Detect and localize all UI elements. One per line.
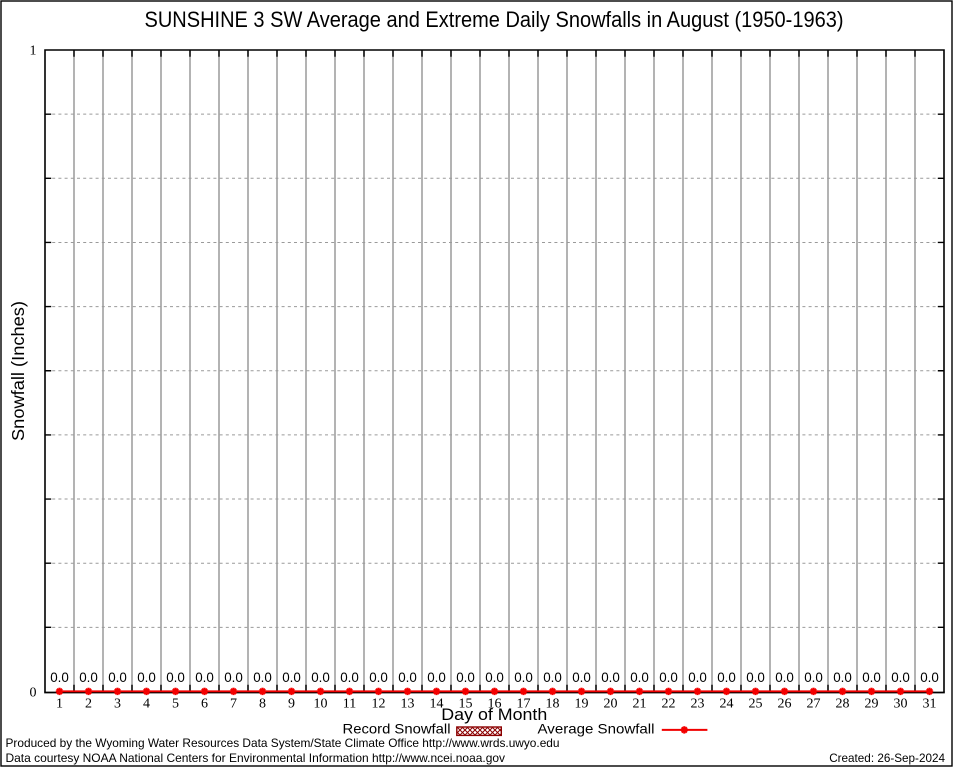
svg-text:0.0: 0.0	[630, 669, 649, 685]
svg-text:0.0: 0.0	[195, 669, 214, 685]
svg-text:0.0: 0.0	[601, 669, 620, 685]
svg-text:12: 12	[372, 697, 386, 712]
svg-text:0.0: 0.0	[427, 669, 446, 685]
svg-text:9: 9	[288, 697, 295, 712]
svg-text:22: 22	[662, 697, 676, 712]
svg-text:23: 23	[691, 697, 705, 712]
svg-text:Record Snowfall: Record Snowfall	[343, 721, 451, 737]
svg-text:0.0: 0.0	[311, 669, 330, 685]
svg-text:Data courtesy NOAA National Ce: Data courtesy NOAA National Centers for …	[6, 751, 506, 765]
svg-text:10: 10	[314, 697, 328, 712]
svg-text:Average Snowfall: Average Snowfall	[538, 721, 655, 737]
svg-text:0.0: 0.0	[137, 669, 156, 685]
svg-text:0.0: 0.0	[340, 669, 359, 685]
svg-text:0.0: 0.0	[253, 669, 272, 685]
svg-text:0.0: 0.0	[369, 669, 388, 685]
svg-text:28: 28	[836, 697, 850, 712]
svg-text:0.0: 0.0	[398, 669, 417, 685]
svg-text:13: 13	[401, 697, 415, 712]
svg-text:0.0: 0.0	[224, 669, 243, 685]
svg-text:25: 25	[749, 697, 763, 712]
svg-text:0.0: 0.0	[717, 669, 736, 685]
svg-text:0.0: 0.0	[282, 669, 301, 685]
svg-text:0.0: 0.0	[688, 669, 707, 685]
svg-text:26: 26	[778, 697, 792, 712]
svg-text:0.0: 0.0	[891, 669, 910, 685]
svg-text:27: 27	[807, 697, 821, 712]
svg-text:0.0: 0.0	[108, 669, 127, 685]
svg-text:0.0: 0.0	[833, 669, 852, 685]
svg-text:1: 1	[56, 697, 63, 712]
svg-text:Snowfall (Inches): Snowfall (Inches)	[8, 301, 28, 441]
svg-text:6: 6	[201, 697, 208, 712]
svg-text:0.0: 0.0	[920, 669, 939, 685]
svg-text:31: 31	[923, 697, 937, 712]
svg-text:0.0: 0.0	[543, 669, 562, 685]
svg-text:2: 2	[85, 697, 92, 712]
svg-text:24: 24	[720, 697, 734, 712]
svg-text:0.0: 0.0	[166, 669, 185, 685]
svg-text:17: 17	[517, 697, 531, 712]
svg-text:0.0: 0.0	[456, 669, 475, 685]
svg-text:Day of Month: Day of Month	[441, 705, 547, 724]
svg-text:0.0: 0.0	[862, 669, 881, 685]
svg-text:0.0: 0.0	[659, 669, 678, 685]
svg-text:0.0: 0.0	[485, 669, 504, 685]
svg-text:19: 19	[575, 697, 589, 712]
svg-text:15: 15	[459, 697, 473, 712]
svg-text:0.0: 0.0	[572, 669, 591, 685]
svg-text:0.0: 0.0	[804, 669, 823, 685]
svg-text:Created: 26-Sep-2024: Created: 26-Sep-2024	[829, 751, 945, 765]
svg-text:29: 29	[865, 697, 879, 712]
svg-text:5: 5	[172, 697, 179, 712]
svg-text:16: 16	[488, 697, 502, 712]
svg-text:20: 20	[604, 697, 618, 712]
svg-text:0: 0	[30, 686, 37, 701]
svg-text:18: 18	[546, 697, 560, 712]
svg-text:21: 21	[633, 697, 647, 712]
svg-text:1: 1	[30, 44, 37, 59]
svg-text:30: 30	[894, 697, 908, 712]
svg-text:14: 14	[430, 697, 444, 712]
svg-text:0.0: 0.0	[746, 669, 765, 685]
svg-text:3: 3	[114, 697, 121, 712]
svg-text:0.0: 0.0	[79, 669, 98, 685]
svg-text:0.0: 0.0	[775, 669, 794, 685]
svg-text:0.0: 0.0	[50, 669, 69, 685]
svg-text:Produced by the Wyoming Water: Produced by the Wyoming Water Resources …	[6, 736, 560, 750]
svg-text:7: 7	[230, 697, 237, 712]
svg-text:8: 8	[259, 697, 266, 712]
svg-text:SUNSHINE 3 SW Average and Extr: SUNSHINE 3 SW Average and Extreme Daily …	[145, 7, 844, 32]
svg-text:11: 11	[343, 697, 356, 712]
svg-text:4: 4	[143, 697, 150, 712]
svg-text:0.0: 0.0	[514, 669, 533, 685]
